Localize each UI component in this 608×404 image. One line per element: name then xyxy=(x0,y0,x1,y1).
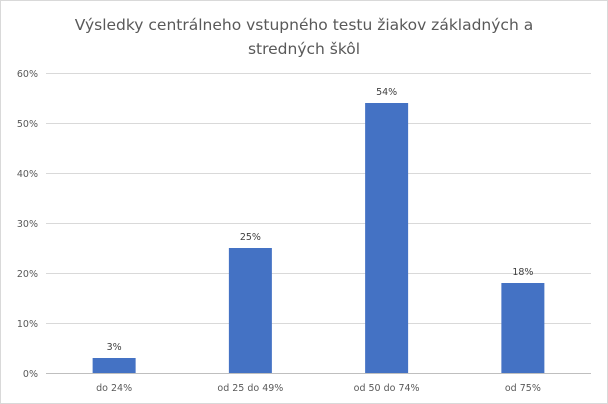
y-tick-label: 20% xyxy=(17,269,38,280)
x-axis-category-labels: do 24% od 25 do 49% od 50 do 74% od 75% xyxy=(96,383,541,394)
data-label: 54% xyxy=(376,87,397,98)
y-tick-label: 10% xyxy=(17,319,38,330)
data-label: 3% xyxy=(107,342,122,353)
y-tick-label: 0% xyxy=(23,369,38,380)
data-labels: 3% 25% 54% 18% xyxy=(107,87,534,353)
gridlines xyxy=(46,73,591,374)
y-axis-tick-labels: 0% 10% 20% 30% 40% 50% 60% xyxy=(17,69,38,380)
y-tick-label: 30% xyxy=(17,219,38,230)
bar xyxy=(501,283,545,373)
y-tick-label: 40% xyxy=(17,169,38,180)
chart-title: Výsledky centrálneho vstupného testu žia… xyxy=(75,16,533,58)
y-tick-label: 50% xyxy=(17,119,38,130)
data-label: 18% xyxy=(512,267,533,278)
bar xyxy=(365,103,409,373)
x-category-label: od 75% xyxy=(505,383,541,394)
bars xyxy=(92,103,545,373)
x-category-label: od 50 do 74% xyxy=(354,383,420,394)
data-label: 25% xyxy=(240,232,261,243)
chart-title-line-2: stredných škôl xyxy=(248,40,360,58)
chart-title-line-1: Výsledky centrálneho vstupného testu žia… xyxy=(75,16,533,34)
x-category-label: od 25 do 49% xyxy=(217,383,283,394)
bar xyxy=(92,358,136,373)
y-tick-label: 60% xyxy=(17,69,38,80)
bar xyxy=(228,248,272,373)
x-category-label: do 24% xyxy=(96,383,132,394)
